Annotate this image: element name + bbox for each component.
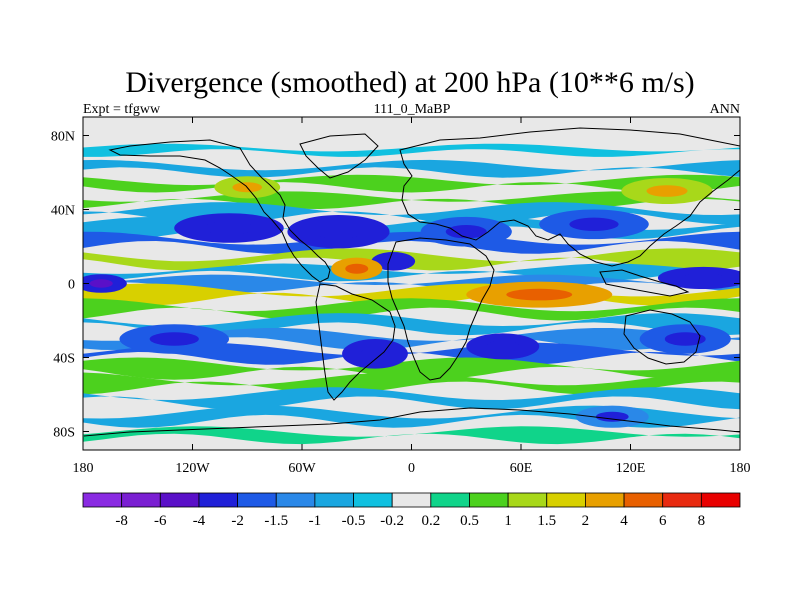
- contour-band: [83, 405, 740, 428]
- colorbar-swatch: [159, 492, 200, 508]
- chart-subtitle-right: ANN: [710, 102, 740, 117]
- y-tick-label: 40S: [53, 352, 75, 367]
- contour-band: [83, 159, 740, 178]
- colorbar-swatch: [82, 492, 123, 508]
- contour-band: [83, 357, 740, 380]
- colorbar-label: -6: [154, 513, 167, 529]
- contour-cell-core: [315, 224, 362, 240]
- y-tick-label: 80S: [53, 426, 75, 441]
- contour-band: [83, 231, 740, 254]
- colorbar-label: 1: [504, 513, 512, 529]
- coastline-antarctica: [83, 407, 740, 437]
- x-tick-label: 180: [730, 461, 751, 476]
- x-tick-label: 120E: [616, 461, 646, 476]
- y-tick-label: 0: [68, 278, 75, 293]
- colorbar-swatch: [198, 492, 238, 508]
- colorbar-swatch: [237, 492, 277, 508]
- coastline-north-america: [108, 139, 331, 283]
- colorbar-swatch: [430, 492, 470, 508]
- colorbar-label: -8: [115, 513, 128, 529]
- contour-cell-core: [383, 257, 404, 266]
- colorbar-swatch: [121, 492, 161, 508]
- contour-band: [83, 143, 740, 157]
- colorbar-label: 0.2: [421, 513, 440, 529]
- contour-cell-core: [360, 347, 390, 361]
- colorbar-label: 0.5: [460, 513, 479, 529]
- colorbar-label: -1.5: [264, 513, 288, 529]
- colorbar-label: -0.5: [342, 513, 366, 529]
- contour-band: [83, 283, 740, 306]
- x-axis: 180 120W 60W 0 60E 120E 180: [73, 117, 751, 476]
- colorbar-swatch: [623, 492, 664, 508]
- colorbar-swatch: [662, 492, 702, 508]
- contour-band: [83, 328, 740, 350]
- chart-subtitle-left: Expt = tfgww: [83, 102, 161, 117]
- divergence-field: [83, 143, 740, 445]
- contour-cell-core: [486, 340, 520, 353]
- chart-title: Divergence (smoothed) at 200 hPa (10**6 …: [125, 66, 694, 99]
- colorbar-swatch: [546, 492, 586, 508]
- contour-band: [83, 298, 740, 321]
- x-tick-label: 0: [408, 461, 415, 476]
- contour-cell-core: [569, 217, 619, 231]
- colorbar-label: 1.5: [537, 513, 556, 529]
- colorbar-label: 4: [620, 513, 628, 529]
- coastline-eurasia: [399, 127, 740, 267]
- x-tick-label: 60W: [288, 461, 316, 476]
- colorbar-swatch: [585, 492, 625, 508]
- coastline-maritime-continent: [599, 269, 690, 297]
- colorbar-label: -4: [193, 513, 206, 529]
- colorbar-swatch: [353, 492, 393, 508]
- contour-cell-core: [345, 263, 369, 274]
- contour-cell-core: [89, 279, 113, 288]
- contour-band: [83, 387, 740, 410]
- coastline-australia: [623, 309, 701, 365]
- contour-band: [83, 342, 740, 365]
- colorbar-swatch: [391, 492, 432, 508]
- contour-cell-core: [664, 332, 706, 346]
- contour-cell-core: [683, 272, 724, 283]
- contour-cell-core: [646, 185, 688, 197]
- contour-cell-core: [595, 411, 629, 422]
- y-tick-label: 40N: [51, 204, 75, 219]
- y-axis: 80N 40N 0 40S 80S: [51, 130, 740, 441]
- y-tick-label: 80N: [51, 130, 75, 145]
- coastline-greenland: [299, 133, 379, 179]
- coastline-africa: [387, 237, 495, 381]
- colorbar-swatch: [275, 492, 316, 508]
- colorbar-label: 8: [698, 513, 706, 529]
- chart-subtitle-center: 111_0_MaBP: [374, 102, 451, 117]
- x-tick-label: 60E: [510, 461, 533, 476]
- contour-cell-core: [506, 288, 573, 301]
- coastline-south-america: [315, 283, 396, 401]
- colorbar-swatch: [700, 492, 741, 508]
- contour-cell-core: [149, 332, 199, 346]
- contour-cell-core: [204, 221, 254, 235]
- contour-band: [83, 372, 740, 395]
- colorbar-label: -2: [231, 513, 244, 529]
- colorbar-label: 6: [659, 513, 667, 529]
- colorbar-swatch: [469, 492, 509, 508]
- colorbar: -8 -6 -4 -2 -1.5 -1 -0.5 -0.2 0.2 0.5 1 1.5 2 4 6 8: [82, 492, 741, 529]
- colorbar-swatch: [507, 492, 548, 508]
- colorbar-label: -0.2: [380, 513, 404, 529]
- x-tick-label: 180: [73, 461, 94, 476]
- contour-band: [83, 426, 740, 445]
- contour-band: [83, 174, 740, 193]
- colorbar-label: -1: [309, 513, 322, 529]
- contour-band: [83, 274, 740, 293]
- x-tick-label: 120W: [175, 461, 210, 476]
- colorbar-swatch: [314, 492, 354, 508]
- colorbar-label: 2: [582, 513, 590, 529]
- coastlines: [83, 127, 740, 437]
- contour-cell-core: [445, 225, 487, 239]
